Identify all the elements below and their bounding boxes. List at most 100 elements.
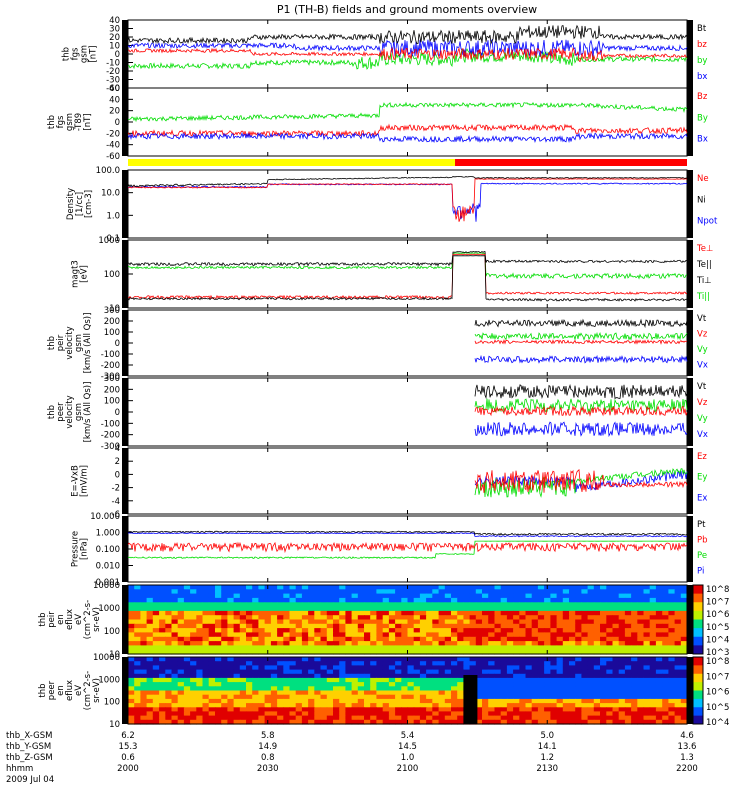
peir_spec-cell: [513, 623, 520, 629]
peir_spec-cell: [606, 597, 614, 603]
peer_spec-cell: [165, 711, 173, 717]
peer_spec-cell: [146, 677, 154, 683]
peer_spec-cell: [662, 690, 669, 696]
peir_spec-cell: [457, 636, 464, 642]
peir_spec-cell: [326, 589, 334, 595]
peir_spec-cell: [376, 628, 384, 633]
peir_spec-cell: [643, 615, 651, 621]
peer_spec-cell: [339, 703, 346, 708]
peir_spec-cell: [413, 623, 421, 629]
peer_spec-cell: [587, 657, 595, 662]
peir_spec-cell: [469, 632, 477, 638]
peer_spec-cell: [419, 677, 427, 683]
peer_spec-cell: [320, 661, 328, 666]
peer_spec-cell: [451, 690, 458, 696]
peer_spec-cell: [624, 690, 632, 696]
peir_spec-cell: [649, 589, 657, 595]
peer_spec-cell: [202, 719, 210, 725]
peir_spec-cell: [289, 593, 297, 599]
temp-legend-1: Te||: [696, 260, 712, 270]
temp-left-edge: [122, 240, 128, 308]
peer_spec-cell: [301, 677, 309, 683]
peer_spec-cell: [227, 665, 235, 671]
peir_spec-cell: [277, 632, 284, 638]
peer_spec-cell: [264, 673, 272, 679]
peir_spec-cell: [680, 589, 688, 595]
peer_spec-cell: [314, 665, 322, 671]
peir_spec-cell: [134, 649, 141, 655]
peir_spec-cell: [239, 602, 247, 608]
peir_spec-cell: [146, 649, 154, 655]
pressure-legend-0: Pt: [697, 520, 706, 530]
peir_spec-cell: [152, 645, 160, 651]
peir_spec-cell: [569, 615, 576, 621]
peir_spec-cell: [246, 589, 253, 595]
peer_spec-cell: [314, 677, 322, 683]
peer_spec-cell: [146, 665, 154, 671]
peer_spec-cell: [438, 707, 446, 713]
peer_spec-cell: [320, 694, 328, 700]
peer_spec-cell: [488, 677, 495, 683]
efield-ylabel: E=-VxB: [71, 465, 81, 497]
peer_spec-cell: [562, 711, 570, 717]
peer_spec-cell: [569, 661, 576, 666]
peir_spec-cell: [600, 585, 607, 590]
peir_spec-cell: [451, 649, 458, 655]
peer_spec-cell: [345, 711, 353, 717]
peer_spec-cell: [569, 690, 576, 696]
peer_spec-cell: [326, 686, 334, 692]
peir_vel-vz: [474, 338, 688, 345]
peer_spec-cell: [221, 665, 228, 671]
peer_spec-cell: [513, 682, 520, 687]
peir_spec-cell: [388, 649, 396, 655]
peer_spec-cell: [308, 665, 315, 671]
peir_spec-cell: [320, 636, 328, 642]
peer_spec-cell: [668, 669, 676, 675]
peir_spec-cell: [488, 649, 495, 655]
peir_spec-cell: [587, 619, 595, 625]
peir_spec-cell: [357, 632, 365, 638]
peer_spec-cell: [544, 707, 551, 713]
peer_spec-cell: [333, 686, 340, 692]
peir_spec-cell: [488, 645, 495, 651]
peir_spec-cell: [525, 610, 533, 616]
peer_spec-cell: [227, 703, 235, 708]
peer_spec-cell: [438, 657, 446, 662]
peer_spec-cell: [668, 711, 676, 717]
peir_spec-colorbar-cell: [693, 585, 703, 595]
peer_spec-cell: [575, 682, 582, 687]
peir_spec-cell: [537, 597, 545, 603]
efield-ytick-label: -4: [112, 497, 120, 507]
fgs_minus-ytick-label: 20: [109, 107, 120, 117]
peir_spec-cell: [506, 636, 514, 642]
density-ytick-label: 100.0: [96, 166, 120, 176]
peir_spec-cell: [531, 585, 539, 590]
peir_spec-cell: [227, 632, 235, 638]
peir_spec-cell: [295, 589, 303, 595]
peer_spec-cell: [419, 669, 427, 675]
peer_spec-cell: [221, 661, 228, 666]
peer_spec-cell: [159, 698, 166, 704]
peer_spec-cell: [506, 665, 514, 671]
peir_spec-cell: [190, 645, 197, 651]
peir_spec-cell: [320, 597, 328, 603]
peir_spec-cell: [413, 628, 421, 633]
peir_spec-cell: [655, 619, 663, 625]
peer_spec-cell: [463, 661, 471, 666]
peir_spec-cell: [569, 602, 576, 608]
peir_spec-cell: [388, 619, 396, 625]
peir_spec-cell: [569, 641, 576, 646]
peer_spec-cell: [444, 673, 452, 679]
peer_spec-cell: [190, 661, 197, 666]
peir_spec-cell: [264, 628, 272, 633]
peer_spec-cell: [233, 694, 241, 700]
peer_spec-cell: [631, 677, 638, 683]
peer_spec-cell: [202, 715, 210, 721]
peer_spec-cell: [655, 682, 663, 687]
peer_spec-cell: [202, 711, 210, 717]
peer_spec-cell: [277, 707, 284, 713]
peir_spec-cell: [401, 632, 409, 638]
peir_spec-cell: [283, 619, 291, 625]
peer_spec-cell: [134, 719, 141, 725]
peir_spec-cell: [171, 602, 179, 608]
